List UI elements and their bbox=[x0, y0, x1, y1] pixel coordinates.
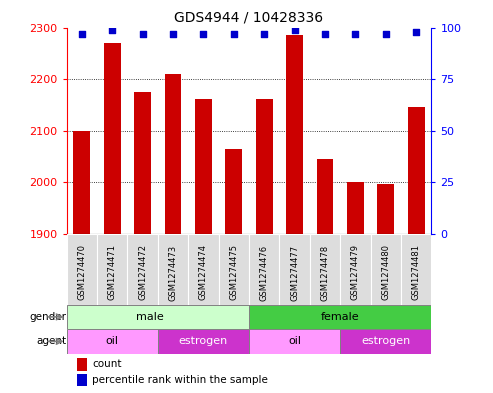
Bar bbox=[195, 99, 211, 234]
Text: estrogen: estrogen bbox=[361, 336, 410, 346]
Text: GSM1274473: GSM1274473 bbox=[169, 244, 177, 301]
Point bbox=[169, 31, 177, 37]
Bar bbox=[188, 234, 218, 305]
Bar bbox=[310, 234, 340, 305]
Text: agent: agent bbox=[36, 336, 67, 346]
Bar bbox=[77, 358, 87, 371]
Text: count: count bbox=[92, 359, 122, 369]
Text: male: male bbox=[136, 312, 164, 322]
Text: estrogen: estrogen bbox=[179, 336, 228, 346]
Text: GSM1274480: GSM1274480 bbox=[381, 244, 390, 300]
Bar bbox=[249, 329, 340, 354]
Text: oil: oil bbox=[106, 336, 119, 346]
Bar bbox=[401, 234, 431, 305]
Title: GDS4944 / 10428336: GDS4944 / 10428336 bbox=[175, 11, 323, 25]
Bar bbox=[67, 305, 249, 329]
Point bbox=[260, 31, 268, 37]
Bar bbox=[73, 130, 90, 234]
Bar bbox=[158, 329, 249, 354]
Point bbox=[382, 31, 389, 37]
Text: GSM1274477: GSM1274477 bbox=[290, 244, 299, 301]
Text: GSM1274475: GSM1274475 bbox=[229, 244, 238, 300]
Text: GSM1274476: GSM1274476 bbox=[260, 244, 269, 301]
Bar bbox=[158, 234, 188, 305]
Bar bbox=[165, 74, 181, 234]
Text: GSM1274479: GSM1274479 bbox=[351, 244, 360, 300]
Point bbox=[230, 31, 238, 37]
Point bbox=[291, 26, 299, 33]
Text: GSM1274472: GSM1274472 bbox=[138, 244, 147, 300]
Bar bbox=[371, 234, 401, 305]
Text: female: female bbox=[321, 312, 359, 322]
Bar bbox=[408, 107, 424, 234]
Bar bbox=[317, 159, 333, 234]
Point bbox=[199, 31, 208, 37]
Bar bbox=[104, 43, 120, 234]
Point bbox=[412, 28, 420, 35]
Bar bbox=[249, 234, 280, 305]
Bar bbox=[127, 234, 158, 305]
Point bbox=[78, 31, 86, 37]
Bar bbox=[340, 234, 371, 305]
Bar bbox=[67, 329, 158, 354]
Text: GSM1274474: GSM1274474 bbox=[199, 244, 208, 300]
Text: GSM1274478: GSM1274478 bbox=[320, 244, 329, 301]
Point bbox=[352, 31, 359, 37]
Point bbox=[139, 31, 146, 37]
Point bbox=[321, 31, 329, 37]
Text: GSM1274471: GSM1274471 bbox=[107, 244, 117, 300]
Text: oil: oil bbox=[288, 336, 301, 346]
Bar bbox=[280, 234, 310, 305]
Bar bbox=[218, 234, 249, 305]
Bar bbox=[225, 149, 242, 234]
Text: percentile rank within the sample: percentile rank within the sample bbox=[92, 375, 268, 385]
Text: gender: gender bbox=[30, 312, 67, 322]
Bar bbox=[77, 374, 87, 386]
Bar bbox=[286, 35, 303, 234]
Bar bbox=[378, 184, 394, 234]
Bar bbox=[256, 99, 273, 234]
Bar bbox=[67, 234, 97, 305]
Bar bbox=[340, 329, 431, 354]
Text: GSM1274481: GSM1274481 bbox=[412, 244, 421, 300]
Bar bbox=[249, 305, 431, 329]
Bar bbox=[347, 182, 364, 234]
Bar bbox=[134, 92, 151, 234]
Point bbox=[108, 26, 116, 33]
Bar bbox=[97, 234, 127, 305]
Text: GSM1274470: GSM1274470 bbox=[77, 244, 86, 300]
